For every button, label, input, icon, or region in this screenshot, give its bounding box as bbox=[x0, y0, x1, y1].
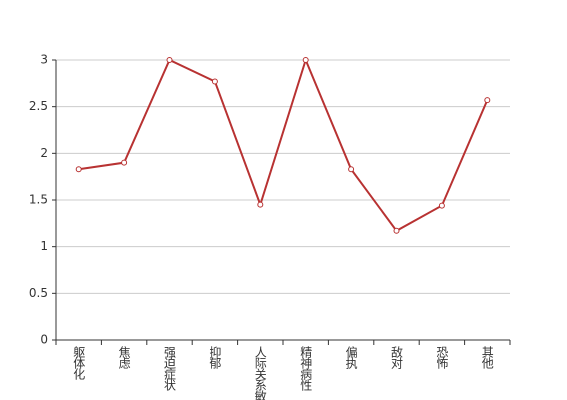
x-tick-label: 敌对 bbox=[390, 345, 404, 369]
y-tick-label: 0.5 bbox=[29, 286, 48, 300]
y-tick-label: 2.5 bbox=[29, 99, 48, 113]
point bbox=[257, 201, 264, 208]
y-tick-label: 1.5 bbox=[29, 193, 48, 207]
point bbox=[393, 227, 400, 234]
point bbox=[75, 166, 82, 173]
point bbox=[302, 57, 309, 63]
point bbox=[438, 202, 445, 209]
x-tick-label: 焦虑 bbox=[117, 346, 131, 369]
x-tick-label: 恐怖 bbox=[435, 346, 449, 369]
point bbox=[211, 78, 218, 85]
x-tick-label: 强迫症状 bbox=[163, 346, 177, 391]
point bbox=[348, 166, 355, 173]
point bbox=[484, 97, 491, 104]
x-tick-label: 躯体化 bbox=[72, 345, 86, 381]
point bbox=[166, 57, 173, 63]
y-tick-label: 3 bbox=[40, 53, 48, 67]
x-tick-label: 其他 bbox=[480, 346, 494, 369]
x-tick-label: 人际关系敏感 bbox=[253, 346, 267, 400]
line bbox=[78, 57, 489, 233]
point bbox=[121, 159, 128, 166]
y-tick-label: 1 bbox=[40, 239, 48, 253]
x-tick-label: 精神病性 bbox=[299, 346, 313, 392]
y-tick-label: 2 bbox=[40, 146, 48, 160]
x-tick-label: 抑郁 bbox=[208, 345, 222, 370]
y-tick-label: 0 bbox=[40, 333, 48, 347]
x-tick-label: 偏执 bbox=[344, 345, 358, 370]
